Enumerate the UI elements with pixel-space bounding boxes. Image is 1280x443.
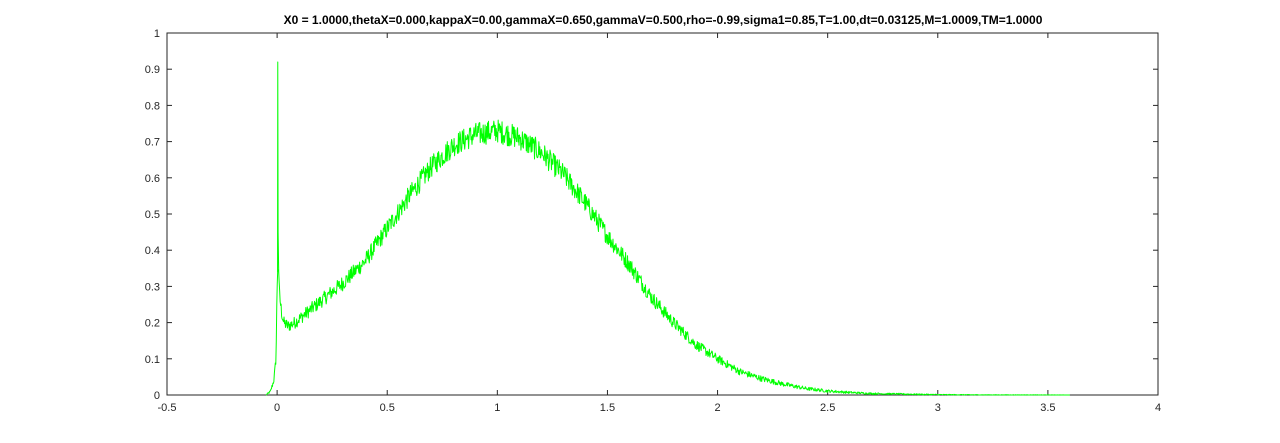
x-tick-label: 1 xyxy=(494,402,500,414)
y-tick-label: 1 xyxy=(154,28,160,40)
y-tick-label: 0.3 xyxy=(145,281,160,293)
y-tick-label: 0.9 xyxy=(145,64,160,76)
x-tick-label: -0.5 xyxy=(158,402,177,414)
x-tick-label: 0 xyxy=(274,402,280,414)
y-tick-label: 0.1 xyxy=(145,354,160,366)
plot-title: X0 = 1.0000,thetaX=0.000,kappaX=0.00,gam… xyxy=(284,13,1043,27)
y-tick-label: 0.6 xyxy=(145,173,160,185)
x-tick-label: 2 xyxy=(714,402,720,414)
x-tick-label: 4 xyxy=(1155,402,1161,414)
y-tick-label: 0.2 xyxy=(145,318,160,330)
axes-box xyxy=(166,32,1159,396)
y-tick-label: 0 xyxy=(154,390,160,402)
tick-labels: -0.5 0 0.5 1 1.5 2 2.5 3 3.5 400.10.20.30.40.50.6… xyxy=(145,28,1161,414)
x-tick-label: 0.5 xyxy=(380,402,395,414)
y-tick-label: 0.4 xyxy=(145,245,160,257)
y-tick-label: 0.7 xyxy=(145,137,160,149)
y-tick-label: 0.8 xyxy=(145,100,160,112)
x-tick-label: 1.5 xyxy=(600,402,615,414)
x-tick-label: 3 xyxy=(935,402,941,414)
y-tick-label: 0.5 xyxy=(145,209,160,221)
series-line xyxy=(265,61,1070,396)
x-tick-label: 3.5 xyxy=(1040,402,1055,414)
x-tick-label: 2.5 xyxy=(820,402,835,414)
